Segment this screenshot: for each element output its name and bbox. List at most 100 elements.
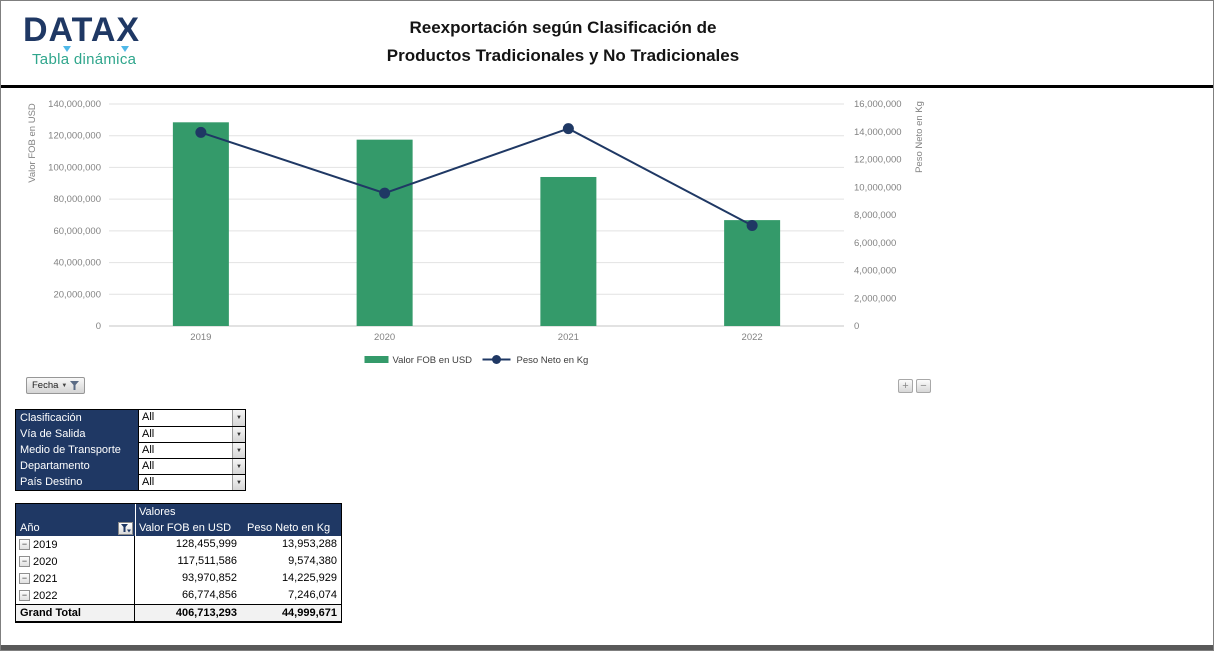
logo-accent-icon — [121, 46, 129, 52]
marker-2019[interactable] — [195, 126, 207, 138]
filter-label: Departamento — [16, 458, 138, 474]
left-axis-tick-label: 140,000,000 — [48, 99, 101, 110]
row-label-2022[interactable]: − 2022 — [16, 587, 135, 604]
fecha-field-label: Fecha — [32, 380, 59, 391]
row-field-header-label: Año — [20, 522, 40, 534]
filter-value-cell: All ▼ — [138, 410, 245, 426]
filter-value-cell: All ▼ — [138, 474, 245, 490]
right-axis-tick-label: 14,000,000 — [854, 127, 902, 138]
category-label: 2020 — [374, 332, 395, 343]
filter-selected-value: All — [142, 476, 155, 488]
right-axis-tick-label: 0 — [854, 321, 859, 332]
bar-2019[interactable] — [172, 122, 229, 327]
logo-tagline: Tabla dinámica — [32, 51, 137, 68]
page-title: Reexportación según Clasificación de Pro… — [387, 14, 739, 70]
collapse-box-icon[interactable]: − — [19, 573, 30, 584]
filter-block: Clasificación All ▼ Vía de Salida All ▼ … — [15, 409, 246, 491]
filter-label: País Destino — [16, 474, 138, 490]
ano-filter-button[interactable] — [118, 521, 133, 535]
header-divider — [1, 85, 1213, 88]
left-axis-tick-label: 0 — [96, 321, 101, 332]
chevron-down-icon: ▼ — [236, 415, 242, 421]
filter-selected-value: All — [142, 411, 155, 423]
dropdown-button[interactable]: ▼ — [232, 427, 245, 442]
chevron-down-icon: ▼ — [61, 382, 68, 389]
left-axis-tick-label: 20,000,000 — [53, 289, 101, 300]
collapse-box-icon[interactable]: − — [19, 556, 30, 567]
window-bottom-edge — [1, 645, 1213, 650]
legend-bar-swatch — [364, 356, 389, 363]
logo-brand-text: DATAX — [23, 11, 141, 49]
fob-value: 117,511,586 — [177, 555, 237, 567]
filter-label: Clasificación — [16, 410, 138, 426]
collapse-field-button[interactable]: − — [916, 379, 931, 393]
year-label: 2021 — [33, 572, 58, 585]
right-axis-title: Peso Neto en Kg — [914, 101, 925, 173]
filter-label: Vía de Salida — [16, 426, 138, 442]
right-axis-tick-label: 6,000,000 — [854, 238, 896, 249]
logo: DATAX Tabla dinámica — [23, 13, 140, 68]
grand-total-label: Grand Total — [16, 604, 135, 621]
filter-value-cell: All ▼ — [138, 458, 245, 474]
fecha-field-button[interactable]: Fecha ▼ — [26, 377, 86, 394]
values-group-header: Valores — [135, 504, 341, 520]
dropdown-button[interactable]: ▼ — [232, 410, 245, 426]
row-field-header-cell: Año — [16, 520, 135, 536]
legend-label-peso: Peso Neto en Kg — [517, 355, 589, 366]
filter-selected-value: All — [142, 444, 155, 456]
bar-2021[interactable] — [540, 176, 597, 326]
left-axis-tick-label: 100,000,000 — [48, 162, 101, 173]
chevron-down-icon: ▼ — [236, 479, 242, 486]
chevron-down-icon: ▼ — [236, 447, 242, 454]
peso-value: 14,225,929 — [281, 572, 337, 584]
peso-value: 9,574,380 — [288, 555, 337, 567]
collapse-box-icon[interactable]: − — [19, 539, 30, 550]
dropdown-button[interactable]: ▼ — [232, 475, 245, 490]
row-label-2020[interactable]: − 2020 — [16, 553, 135, 570]
filter-row-departamento: Departamento All ▼ — [16, 458, 245, 474]
marker-2020[interactable] — [379, 187, 391, 199]
bar-2022[interactable] — [724, 220, 781, 326]
category-label: 2021 — [558, 332, 579, 343]
combo-chart: 0 20,000,000 40,000,000 60,000,000 80,000,00… — [27, 99, 925, 366]
marker-2022[interactable] — [746, 219, 758, 231]
fob-value: 128,455,999 — [175, 538, 237, 550]
filter-value-cell: All ▼ — [138, 442, 245, 458]
right-axis-tick-label: 8,000,000 — [854, 210, 896, 221]
left-axis-tick-label: 80,000,000 — [53, 194, 101, 205]
expand-field-button[interactable]: + — [898, 379, 913, 393]
grand-total-fob: 406,713,293 — [135, 604, 241, 621]
peso-value: 7,246,074 — [288, 589, 337, 601]
line-series — [200, 127, 753, 227]
right-axis-tick-label: 12,000,000 — [854, 155, 902, 166]
pivot-corner-empty-cell — [16, 504, 135, 520]
dropdown-button[interactable]: ▼ — [232, 443, 245, 458]
pivot-table: Valores Año Valor FOB en USD Peso Neto e… — [15, 503, 342, 623]
filter-row-via-de-salida: Vía de Salida All ▼ — [16, 426, 245, 442]
legend-label-fob: Valor FOB en USD — [393, 355, 473, 366]
year-label: 2020 — [33, 555, 58, 568]
right-axis-tick-label: 16,000,000 — [854, 99, 902, 110]
column-header-fob[interactable]: Valor FOB en USD — [135, 520, 241, 536]
grand-total-peso: 44,999,671 — [241, 604, 341, 621]
filter-funnel-icon — [120, 523, 131, 532]
row-label-2021[interactable]: − 2021 — [16, 570, 135, 587]
row-label-2019[interactable]: − 2019 — [16, 536, 135, 553]
filter-row-pais-destino: País Destino All ▼ — [16, 474, 245, 490]
dropdown-button[interactable]: ▼ — [232, 459, 245, 474]
filter-label: Medio de Transporte — [16, 442, 138, 458]
left-axis-title: Valor FOB en USD — [27, 103, 38, 183]
filter-selected-value: All — [142, 428, 155, 440]
marker-2021[interactable] — [562, 123, 574, 135]
column-header-peso[interactable]: Peso Neto en Kg — [241, 520, 341, 536]
bar-2020[interactable] — [356, 139, 413, 326]
category-label: 2022 — [742, 332, 763, 343]
filter-selected-value: All — [142, 460, 155, 472]
left-axis-tick-label: 120,000,000 — [48, 131, 101, 142]
page-title-line2: Productos Tradicionales y No Tradicional… — [386, 46, 740, 65]
filter-funnel-icon — [70, 381, 80, 390]
collapse-box-icon[interactable]: − — [19, 590, 30, 601]
logo-accent-icon — [63, 46, 71, 52]
fob-value: 66,774,856 — [181, 589, 237, 601]
page-title-line1: Reexportación según Clasificación de — [409, 18, 717, 37]
